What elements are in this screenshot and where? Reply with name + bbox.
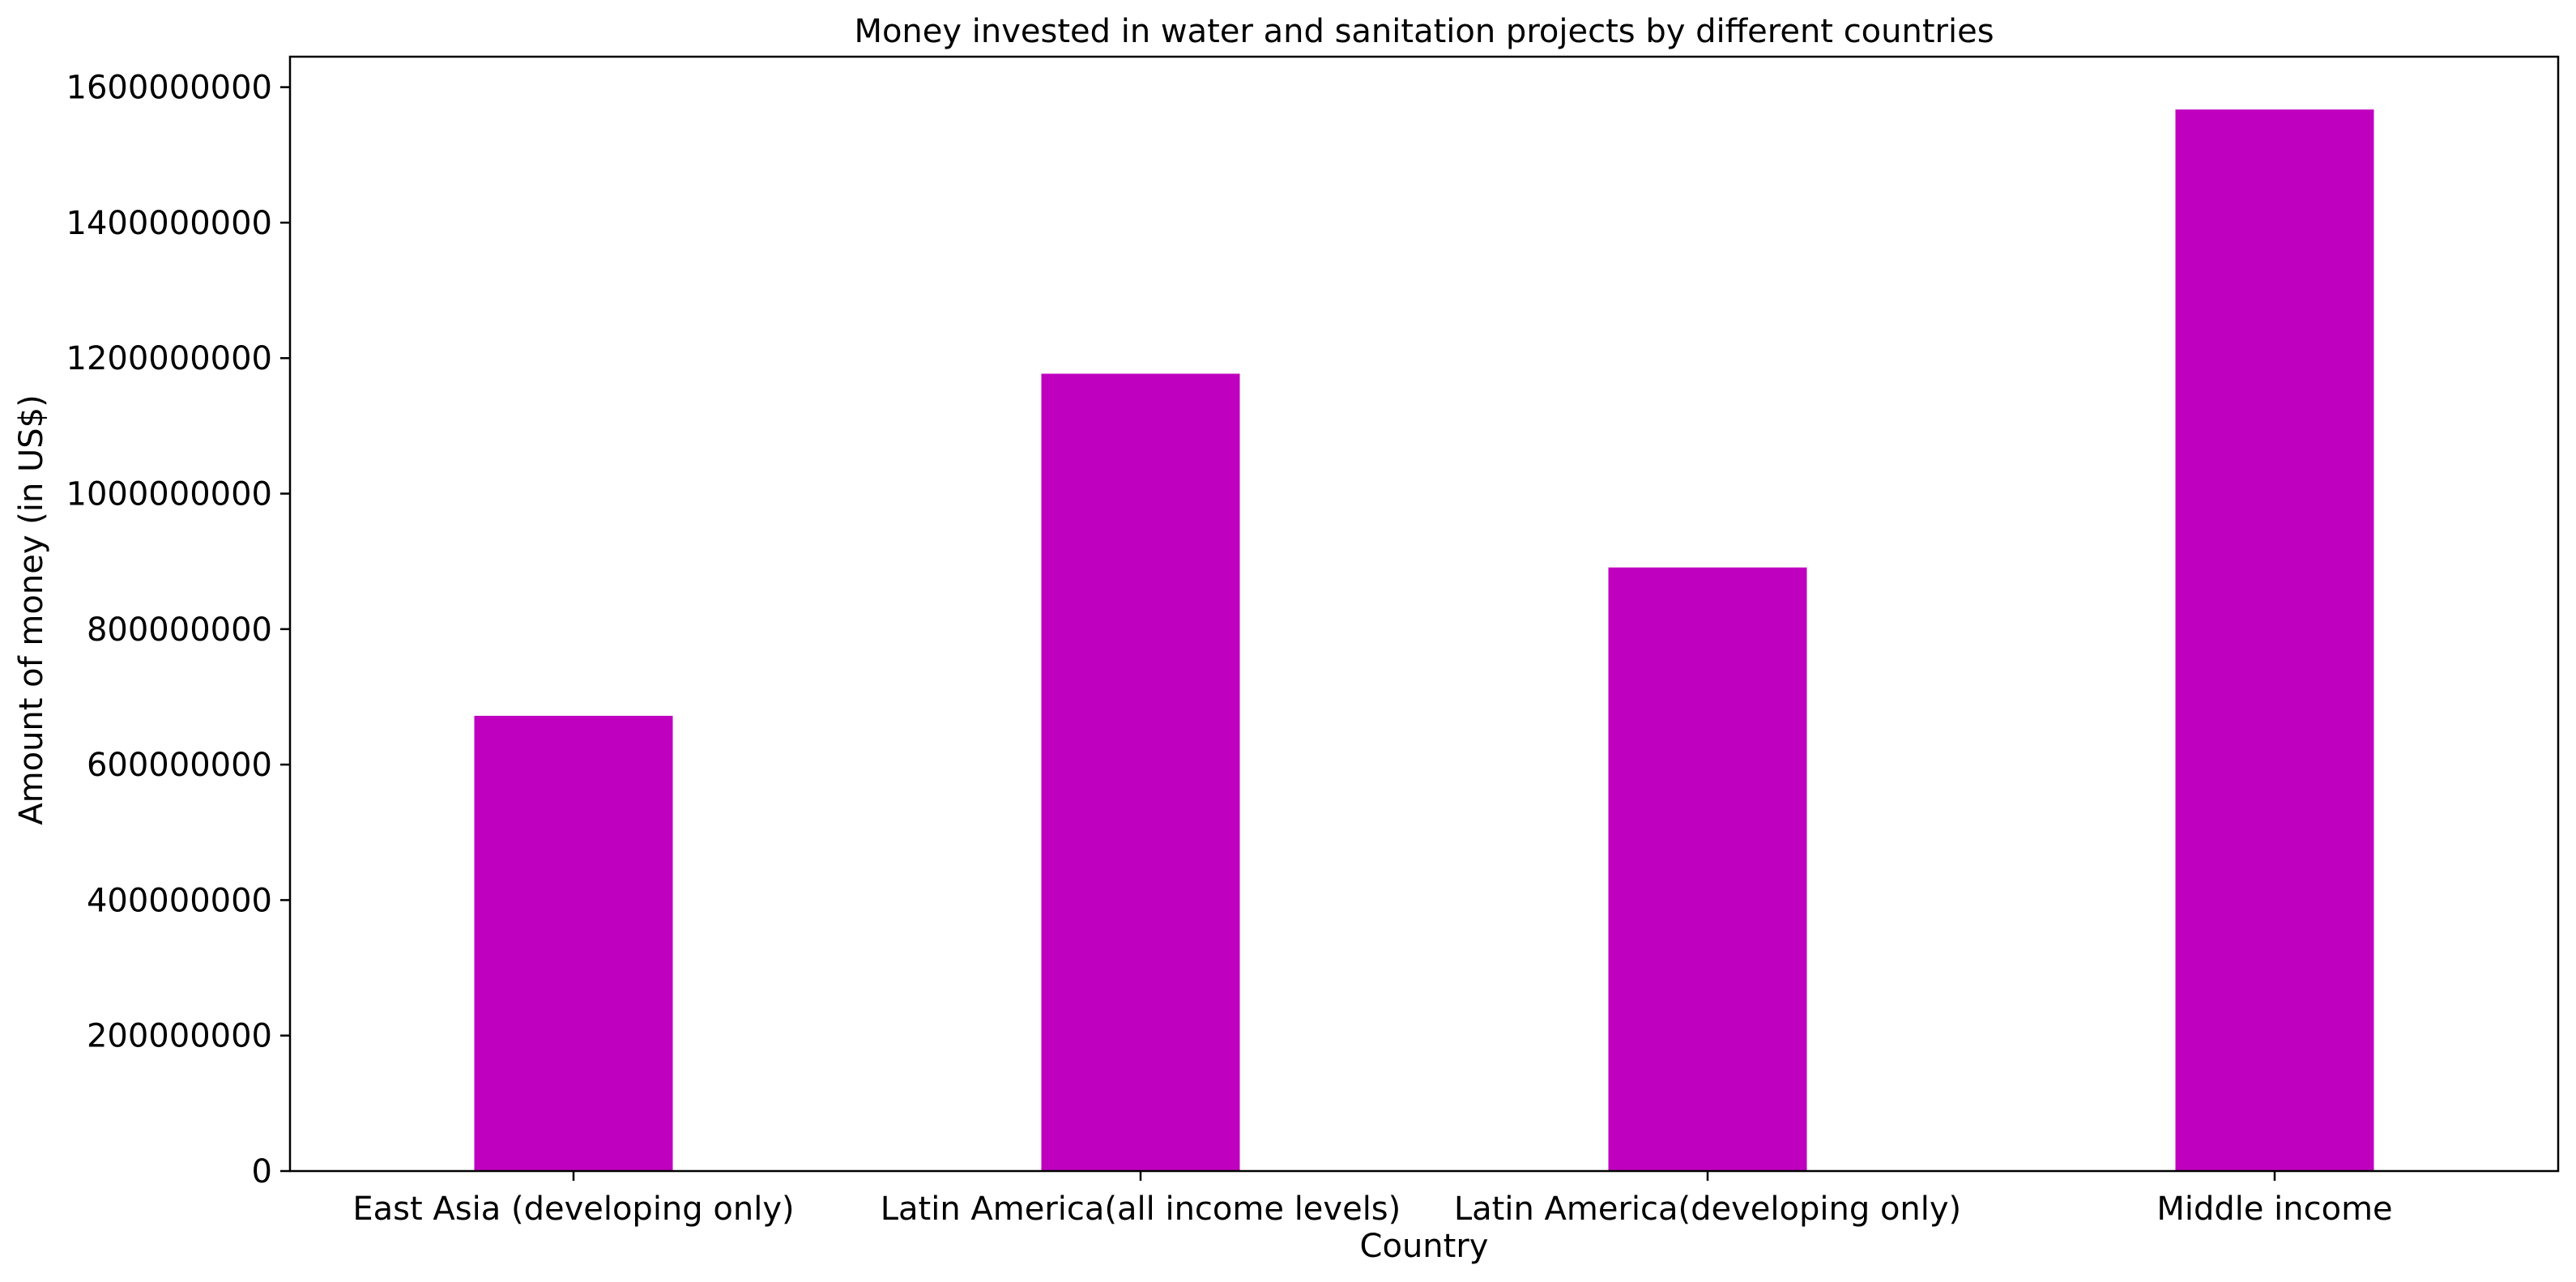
chart-title: Money invested in water and sanitation p…: [854, 13, 1994, 50]
bar-0: [474, 715, 673, 1171]
bars-group: [474, 109, 2374, 1171]
x-axis-label: Country: [1360, 1228, 1489, 1265]
x-axis-ticks: East Asia (developing only) Latin America…: [352, 1171, 2393, 1228]
x-tick-label-1: Latin America(all income levels): [881, 1190, 1401, 1228]
y-tick-label-4: 800000000: [87, 611, 272, 649]
y-tick-label-1: 200000000: [87, 1018, 272, 1055]
bar-3: [2175, 109, 2374, 1171]
y-tick-label-5: 1000000000: [66, 476, 273, 513]
y-axis-label: Amount of money (in US$): [13, 394, 50, 824]
plot-frame: [288, 55, 2560, 1173]
y-tick-label-8: 1600000000: [66, 70, 273, 107]
bar-2: [1608, 567, 1807, 1171]
y-tick-label-2: 400000000: [87, 882, 272, 919]
y-tick-label-3: 600000000: [87, 747, 272, 784]
y-tick-label-6: 1200000000: [66, 340, 273, 377]
y-axis-ticks: 0 200000000 400000000 600000000 800000000 100…: [66, 70, 290, 1190]
bar-1: [1041, 373, 1240, 1171]
x-tick-label-0: East Asia (developing only): [352, 1190, 794, 1228]
y-tick-label-7: 1400000000: [66, 205, 273, 242]
y-tick-label-0: 0: [252, 1153, 272, 1190]
x-tick-label-3: Middle income: [2156, 1190, 2392, 1228]
x-tick-label-2: Latin America(developing only): [1454, 1190, 1961, 1228]
